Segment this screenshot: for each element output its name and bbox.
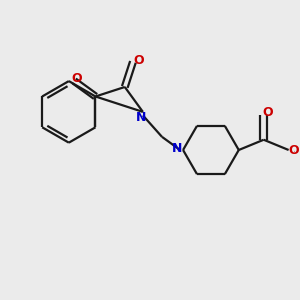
Text: N: N [136, 111, 147, 124]
Text: O: O [133, 54, 143, 67]
Text: O: O [262, 106, 272, 119]
Text: N: N [171, 142, 182, 155]
Text: O: O [71, 71, 82, 85]
Text: O: O [289, 143, 299, 157]
